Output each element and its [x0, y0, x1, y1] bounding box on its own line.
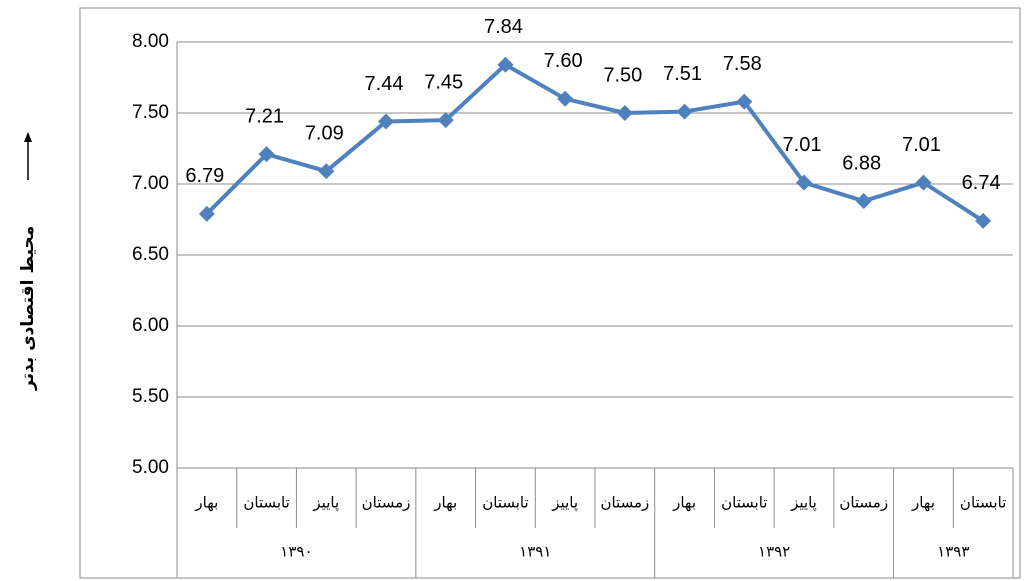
y-tick-label: 5.50 [132, 386, 169, 407]
y-tick-label: 6.50 [132, 244, 169, 265]
x-tick-label: تابستان [721, 494, 767, 512]
marker [676, 103, 693, 120]
x-tick-label: بهار [672, 494, 696, 512]
group-label: ۱۳۹۲ [758, 543, 790, 561]
data-label: 7.45 [424, 71, 463, 93]
marker [616, 105, 633, 121]
marker [198, 205, 215, 222]
line [205, 62, 985, 223]
data-label: 7.44 [365, 73, 404, 95]
y-arrow [24, 132, 32, 180]
marker [915, 174, 932, 191]
x-tick-label: تابستان [960, 494, 1006, 512]
x-tick-label: تابستان [243, 494, 289, 512]
marker [378, 113, 394, 130]
y-tick-label: 6.00 [132, 315, 169, 336]
y-tick-label: 7.00 [132, 173, 169, 194]
data-label: 7.60 [544, 50, 583, 72]
x-tick-label: بهار [433, 494, 457, 512]
chart-frame [79, 7, 1021, 579]
group-label: ۱۳۹۳ [937, 543, 969, 561]
y-tick-label: 5.00 [132, 457, 169, 478]
x-tick-label: زمستان [600, 494, 649, 512]
marker [318, 163, 335, 180]
x-tick-label: پاییز [551, 494, 578, 513]
data-label: 7.01 [783, 134, 822, 156]
x-tick-label: پاییز [312, 494, 339, 513]
x-tick-label: تابستان [482, 494, 528, 512]
x-tick-label: بهار [194, 494, 218, 512]
data-label: 7.01 [902, 134, 941, 156]
data-label: 6.74 [962, 172, 1001, 194]
y-axis-title-group: محیط اقتصادی بدتر [18, 226, 38, 391]
marker [975, 212, 992, 229]
group-label: ۱۳۹۰ [280, 543, 312, 561]
marker [855, 193, 872, 210]
x-tick-label: زمستان [362, 494, 411, 512]
y-tick-label: 7.50 [132, 102, 169, 123]
data-label: 7.84 [484, 16, 523, 38]
x-tick-label: پاییز [790, 494, 817, 513]
data-label: 7.21 [245, 105, 284, 127]
marker [557, 90, 574, 107]
x-tick-label: بهار [911, 494, 935, 512]
data-label: 7.51 [663, 63, 702, 85]
marker [437, 112, 454, 129]
y-axis-title: محیط اقتصادی بدتر [18, 226, 38, 391]
data-label: 7.58 [723, 53, 762, 75]
marker [258, 146, 275, 163]
data-label: 7.09 [305, 123, 344, 145]
data-label: 6.88 [842, 152, 881, 174]
data-label: 6.79 [185, 165, 224, 187]
data-label: 7.50 [603, 64, 642, 86]
marker [796, 174, 812, 191]
x-tick-label: زمستان [839, 494, 888, 512]
marker [497, 56, 514, 73]
y-tick-label: 8.00 [132, 31, 169, 52]
marker [736, 93, 753, 110]
group-label: ۱۳۹۱ [519, 543, 551, 561]
